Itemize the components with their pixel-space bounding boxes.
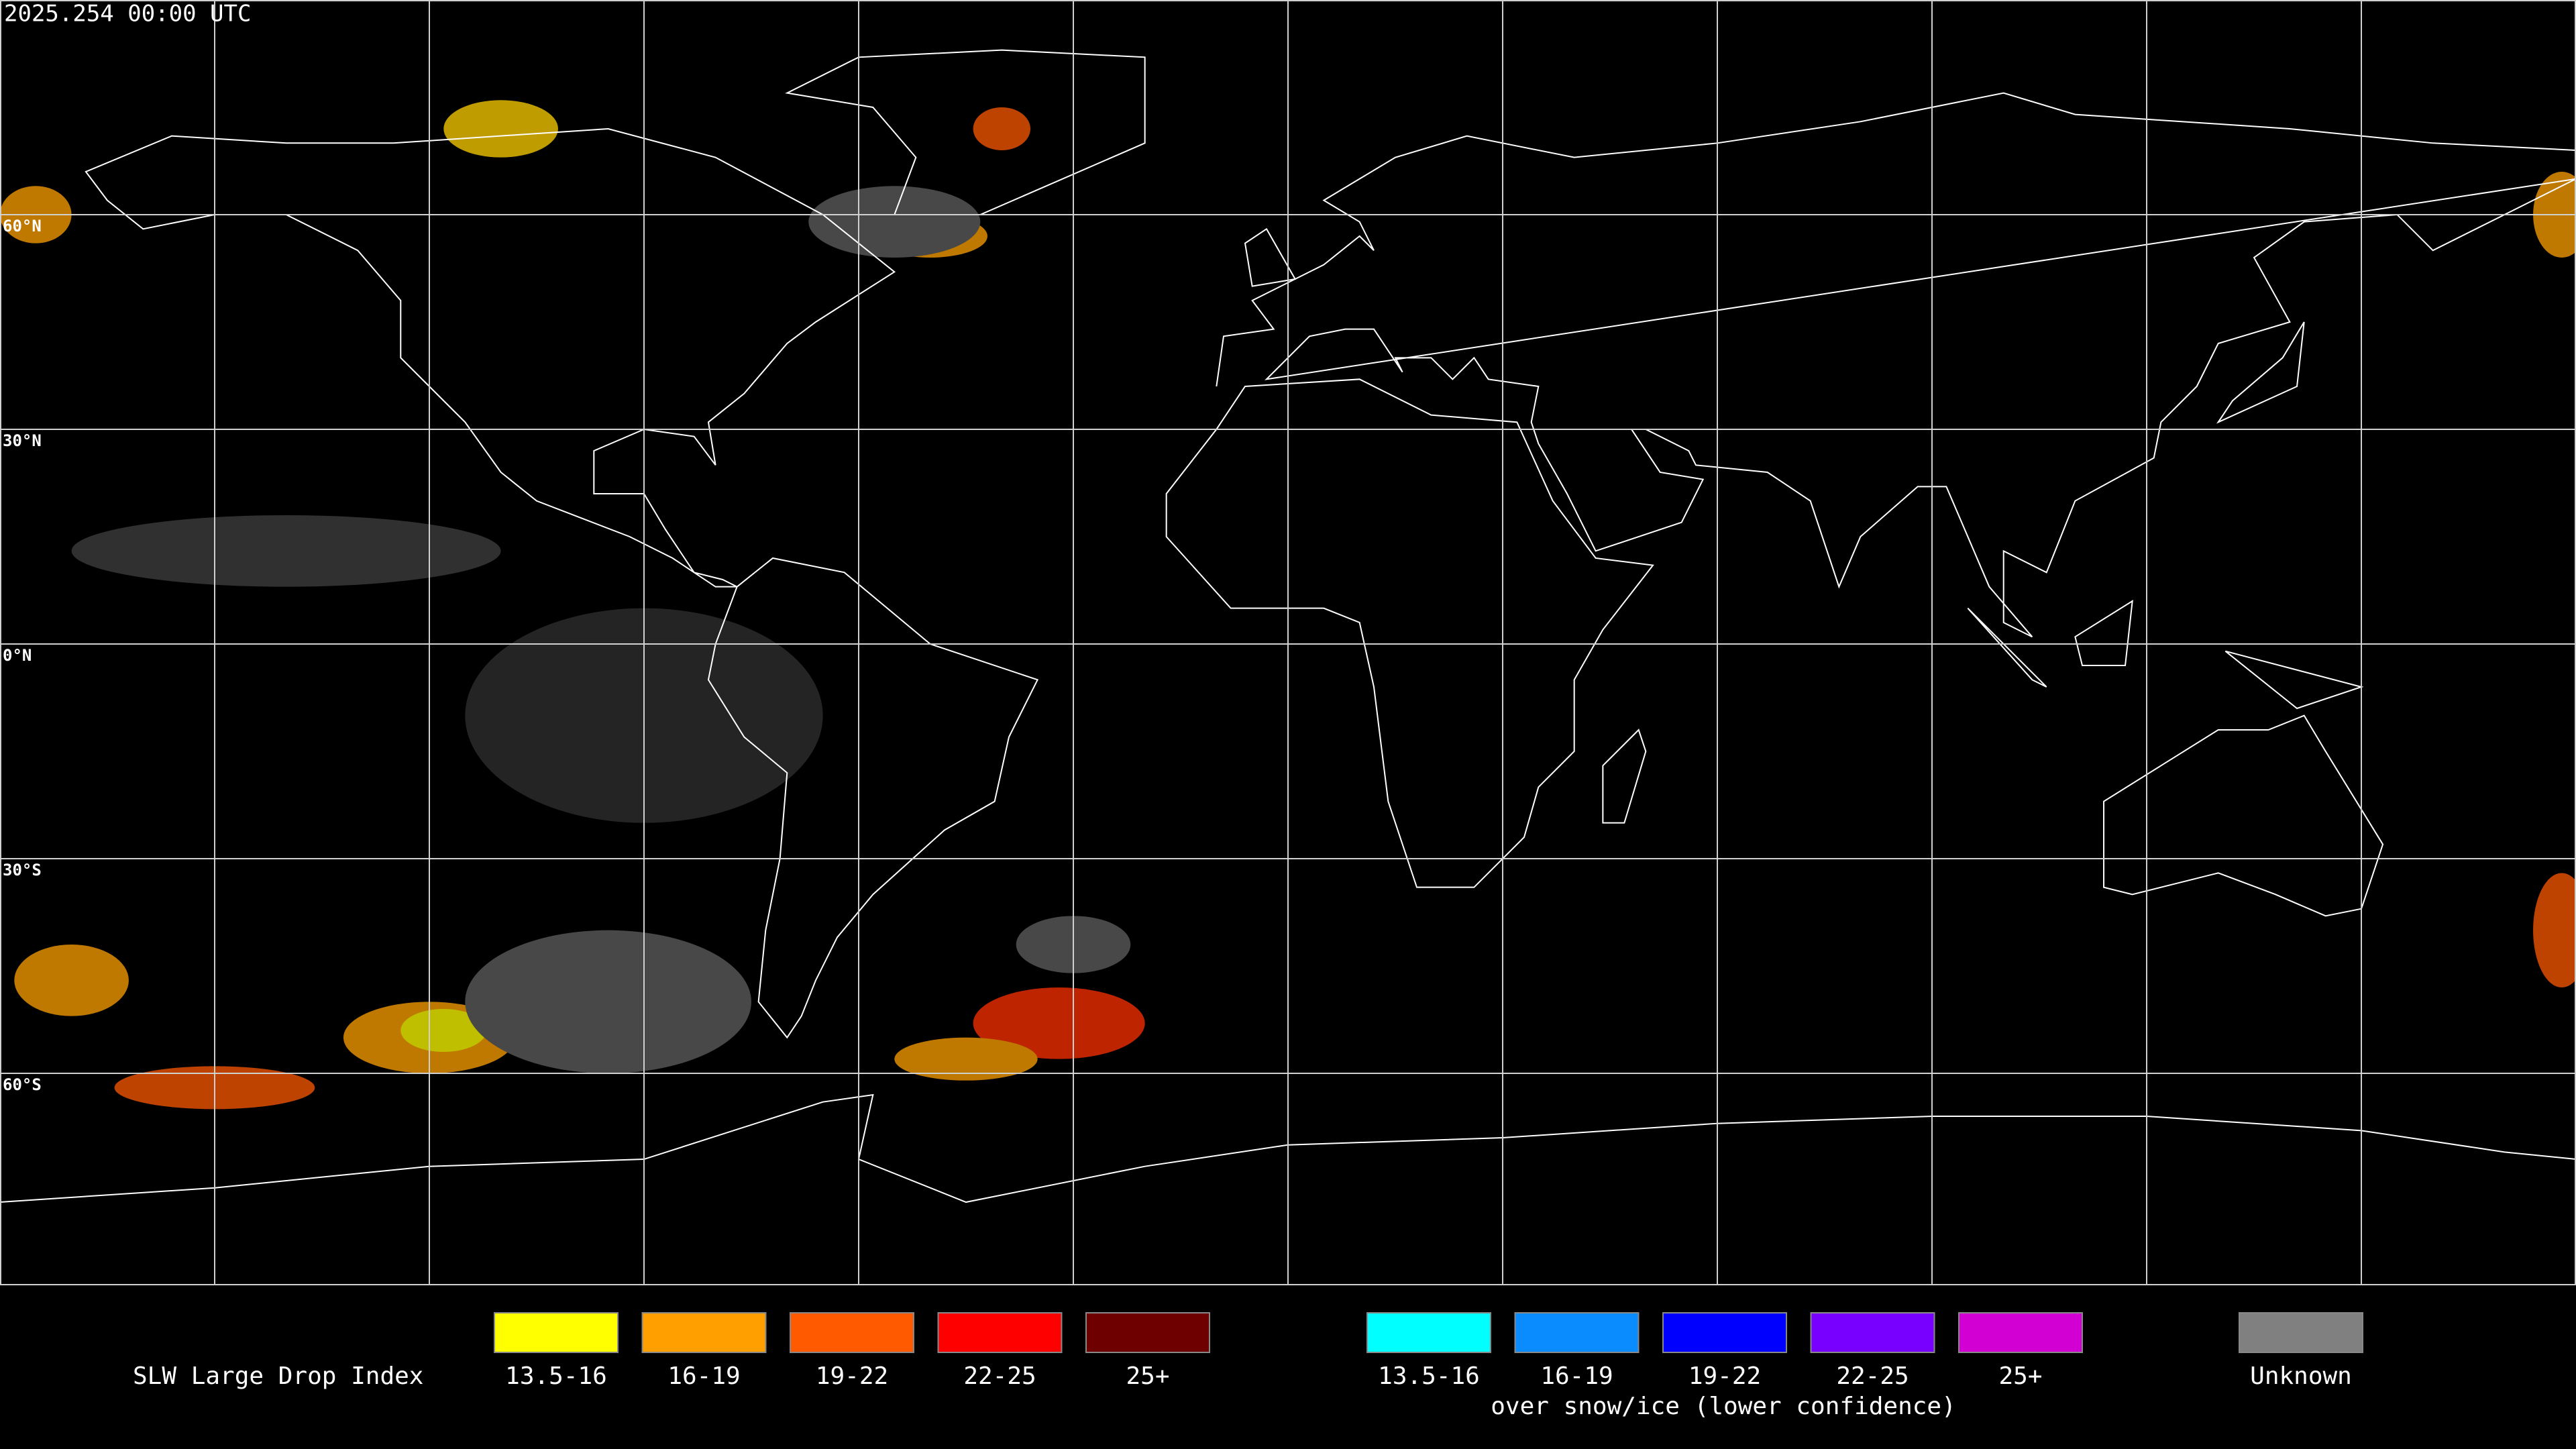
legend-swatch-label: 25+ (1126, 1362, 1169, 1390)
latitude-label: 30°S (3, 861, 42, 879)
legend-swatch-label: 19-22 (816, 1362, 888, 1390)
snow-caption: over snow/ice (lower confidence) (1491, 1393, 1956, 1420)
unknown-swatch (2239, 1312, 2363, 1353)
snow-swatch (1810, 1312, 1935, 1353)
legend-swatch (937, 1312, 1063, 1353)
legend-swatch (494, 1312, 619, 1353)
legend-swatch (790, 1312, 914, 1353)
snow-swatch (1958, 1312, 2083, 1353)
timestamp: 2025.254 00:00 UTC (4, 1, 251, 28)
legend-swatch (1085, 1312, 1210, 1353)
coastlines (0, 50, 2576, 1202)
legend-swatch-label: 16-19 (667, 1362, 740, 1390)
latitude-label: 0°N (3, 646, 32, 665)
snow-swatch-label: 16-19 (1540, 1362, 1613, 1390)
graticule (0, 0, 2576, 1285)
snow-swatch-label: 19-22 (1688, 1362, 1761, 1390)
unknown-swatch-label: Unknown (2250, 1362, 2352, 1390)
snow-swatch (1514, 1312, 1640, 1353)
legend-swatch (641, 1312, 767, 1353)
legend-swatch-label: 22-25 (963, 1362, 1036, 1390)
legend-swatch-label: 13.5-16 (505, 1362, 607, 1390)
latitude-label: 60°S (3, 1075, 42, 1094)
latitude-label: 60°N (3, 217, 42, 235)
snow-swatch (1366, 1312, 1491, 1353)
latitude-label: 30°N (3, 431, 42, 450)
snow-swatch-label: 13.5-16 (1378, 1362, 1480, 1390)
map (0, 0, 2576, 1285)
snow-swatch-label: 25+ (1998, 1362, 2042, 1390)
snow-swatch-label: 22-25 (1836, 1362, 1909, 1390)
legend-title: SLW Large Drop Index (133, 1362, 423, 1390)
snow-swatch (1662, 1312, 1787, 1353)
